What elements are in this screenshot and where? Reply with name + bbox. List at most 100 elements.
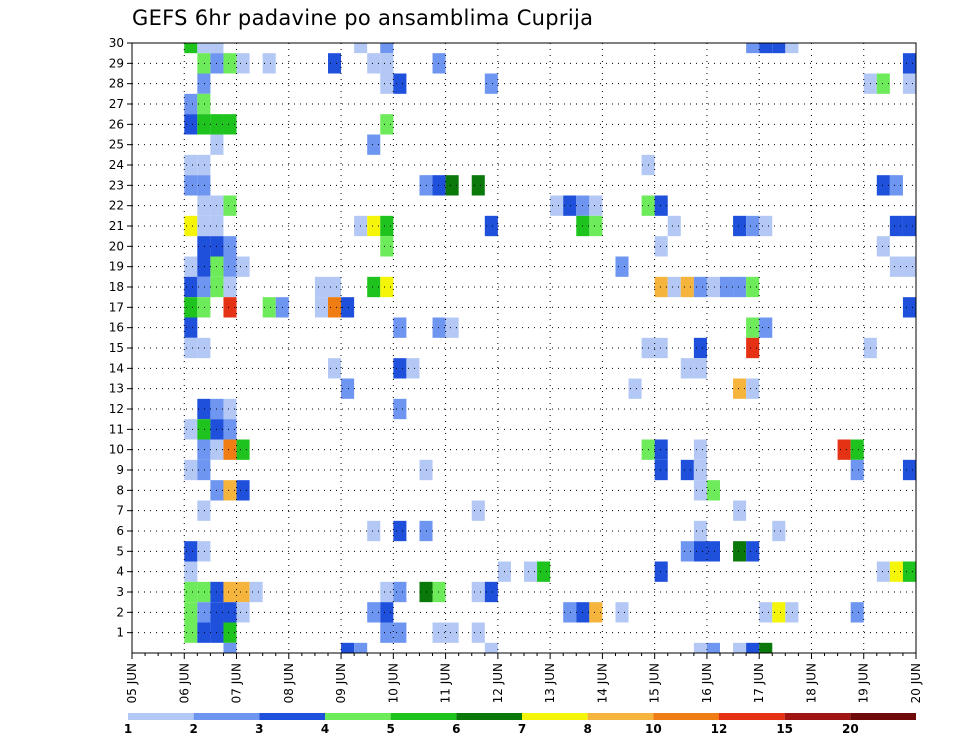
heatmap-cell: [615, 602, 629, 623]
heatmap-cell: [785, 602, 799, 623]
heatmap-cell: [223, 439, 237, 460]
heatmap-cell: [706, 541, 720, 562]
x-tick-label: 06 JUN: [177, 663, 191, 703]
heatmap-cell: [889, 175, 903, 196]
heatmap-cell: [341, 642, 355, 653]
x-tick-label: 11 JUN: [439, 663, 453, 703]
heatmap-cell: [223, 53, 237, 74]
colorbar-swatch: [390, 713, 457, 720]
heatmap-cell: [223, 297, 237, 318]
heatmap-cell: [589, 602, 603, 623]
y-tick-label: 28: [109, 77, 124, 91]
x-tick-label: 09 JUN: [334, 663, 348, 703]
colorbar-label: 2: [189, 722, 197, 736]
heatmap-cell: [197, 581, 211, 603]
y-tick-label: 13: [109, 382, 124, 396]
x-tick-label: 13 JUN: [543, 663, 557, 703]
heatmap-cell: [380, 114, 394, 135]
heatmap-cell: [654, 337, 668, 359]
y-tick-label: 11: [109, 422, 124, 436]
heatmap-cell: [589, 215, 603, 237]
heatmap-cell: [445, 622, 459, 643]
heatmap-cell: [746, 541, 760, 562]
heatmap-cell: [184, 256, 198, 277]
y-tick-label: 25: [109, 138, 124, 152]
heatmap-cell: [354, 642, 368, 653]
heatmap-cell: [314, 276, 328, 298]
heatmap-cell: [380, 73, 394, 94]
heatmap-cell: [432, 317, 446, 338]
heatmap-cell: [197, 236, 211, 257]
heatmap-cell: [876, 175, 890, 196]
heatmap-cell: [837, 439, 851, 460]
heatmap-cell: [249, 581, 263, 603]
y-tick-label: 15: [109, 341, 124, 355]
heatmap-cell: [197, 93, 211, 115]
y-tick-label: 9: [116, 463, 124, 477]
colorbar-label: 6: [452, 722, 460, 736]
heatmap-cell: [380, 43, 394, 54]
colorbar-swatch: [719, 713, 785, 720]
heatmap-cell: [197, 73, 211, 94]
heatmap-cell: [693, 337, 707, 359]
heatmap-cell: [367, 215, 381, 237]
heatmap-cell: [759, 43, 773, 54]
heatmap-cell: [550, 195, 564, 216]
x-tick-label: 10 JUN: [386, 663, 400, 703]
y-tick-label: 27: [109, 97, 124, 111]
heatmap-cell: [328, 358, 342, 379]
heatmap-cell: [367, 53, 381, 74]
heatmap-cell: [667, 215, 681, 237]
heatmap-cell: [759, 602, 773, 623]
heatmap-cell: [197, 500, 211, 521]
heatmap-cell: [733, 642, 747, 653]
heatmap-cell: [733, 378, 747, 399]
colorbar-label: 4: [321, 722, 329, 736]
y-tick-label: 22: [109, 199, 124, 213]
heatmap-cell: [354, 43, 368, 54]
colorbar-label: 3: [255, 722, 263, 736]
heatmap-cell: [341, 378, 355, 399]
heatmap-cell: [393, 622, 407, 643]
heatmap-cell: [184, 622, 198, 643]
heatmap-cell: [759, 317, 773, 338]
y-axis: 1234567891011121314151617181920212223242…: [109, 36, 132, 640]
heatmap-cell: [733, 500, 747, 521]
heatmap-cell: [367, 134, 381, 155]
y-tick-label: 21: [109, 219, 124, 233]
heatmap-cell: [197, 276, 211, 298]
heatmap-cell: [367, 602, 381, 623]
x-tick-label: 17 JUN: [752, 663, 766, 703]
heatmap-cell: [746, 215, 760, 237]
heatmap-cell: [693, 439, 707, 460]
heatmap-cell: [589, 195, 603, 216]
heatmap-cell: [902, 215, 916, 237]
heatmap-cell: [889, 561, 903, 582]
heatmap-cell: [236, 53, 250, 74]
heatmap-cell: [197, 439, 211, 460]
y-tick-label: 12: [109, 402, 124, 416]
heatmap-cell: [432, 53, 446, 74]
heatmap-cell: [746, 317, 760, 338]
heatmap-cell: [184, 114, 198, 135]
heatmap-cell: [471, 622, 485, 643]
x-tick-label: 08 JUN: [282, 663, 296, 703]
heatmap-cell: [680, 541, 694, 562]
heatmap-cell: [328, 297, 342, 318]
colorbar-swatch: [325, 713, 391, 720]
heatmap-cell: [785, 43, 799, 54]
heatmap-cell: [328, 53, 342, 74]
heatmap-cell: [746, 642, 760, 653]
heatmap-cell: [693, 276, 707, 298]
heatmap-cell: [902, 73, 916, 94]
heatmap-cell: [484, 73, 498, 94]
heatmap-cell: [184, 602, 198, 623]
y-tick-label: 10: [109, 443, 124, 457]
heatmap-cell: [184, 541, 198, 562]
heatmap-cell: [537, 561, 551, 582]
heatmap-cell: [850, 459, 864, 481]
chart-title: GEFS 6hr padavine po ansamblima Cuprija: [132, 6, 594, 30]
heatmap-cell: [746, 378, 760, 399]
heatmap-cell: [393, 73, 407, 94]
x-tick-label: 19 JUN: [857, 663, 871, 703]
